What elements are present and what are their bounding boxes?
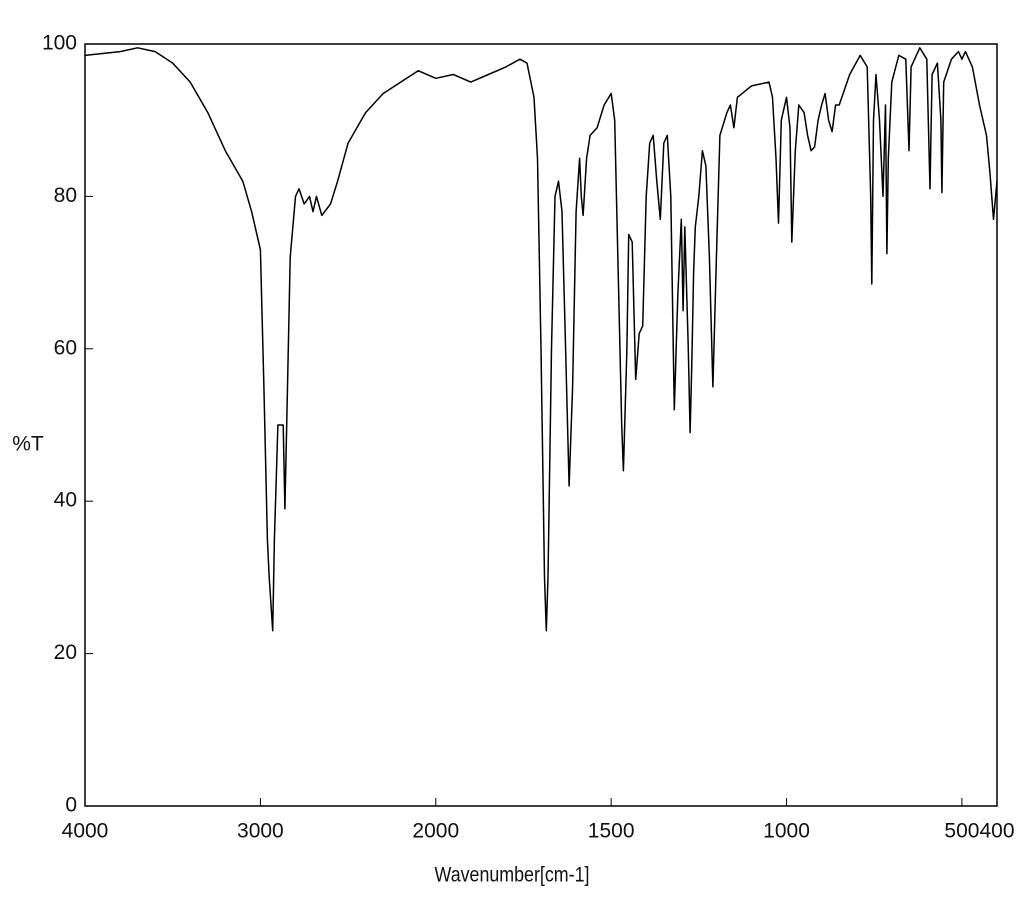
x-tick-label: 3000	[237, 820, 284, 843]
x-tick-label: 1500	[588, 820, 635, 843]
x-tick-label: 4000	[62, 820, 109, 843]
x-axis-label: Wavenumber[cm-1]	[435, 863, 590, 887]
x-tick-label: 500	[944, 820, 979, 843]
y-tick-label: 80	[54, 184, 77, 207]
spectrum-line	[84, 47, 998, 632]
y-tick-label: 40	[54, 489, 77, 512]
y-axis-label: %T	[12, 433, 44, 456]
y-tick-label: 100	[42, 32, 77, 55]
x-tick-label: 1000	[763, 820, 810, 843]
y-tick-label: 0	[65, 794, 77, 817]
y-tick-label: 20	[54, 641, 77, 664]
x-tick-label: 400	[979, 820, 1014, 843]
x-tick-label: 2000	[412, 820, 459, 843]
plot-frame	[84, 43, 998, 807]
y-tick-label: 60	[54, 336, 77, 359]
